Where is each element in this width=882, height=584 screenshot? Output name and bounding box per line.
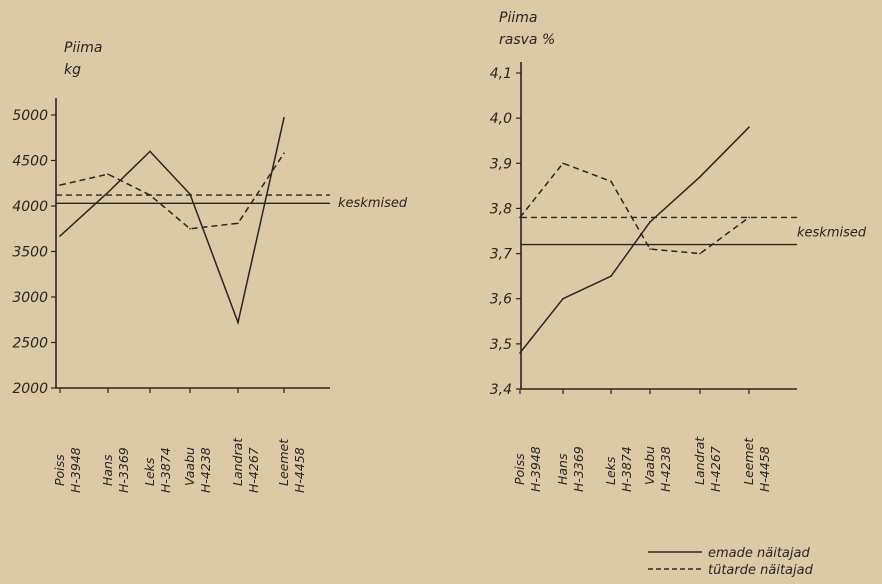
category-code: H-3874 (619, 446, 634, 492)
y-tick-label: 3,4 (490, 382, 512, 398)
y-axis-label: kg (64, 62, 81, 78)
category-name: Landrat (230, 437, 245, 486)
category-label: Leks H-3874 (142, 447, 173, 493)
series-point (59, 235, 61, 237)
category-name: Landrat (692, 436, 707, 485)
series-point (562, 297, 564, 300)
category-label: Vaabu H-4238 (642, 446, 673, 492)
series-point (107, 173, 109, 175)
category-name: Poiss (512, 453, 527, 485)
series-point (189, 227, 191, 230)
y-tick-label: 4,1 (490, 66, 512, 82)
category-name: Vaabu (182, 447, 197, 486)
category-name: Leemet (276, 438, 291, 486)
series-point (519, 216, 521, 219)
series-point (149, 194, 151, 196)
category-label: Leks H-3874 (603, 446, 634, 492)
category-label: Vaabu H-4238 (182, 447, 213, 493)
series-point (610, 275, 612, 277)
series-point (699, 176, 701, 178)
category-name: Hans (100, 454, 115, 486)
y-axis-label: Piima (64, 40, 102, 56)
category-name: Poiss (52, 454, 67, 486)
series-point (610, 180, 612, 183)
category-code: H-3369 (116, 447, 131, 493)
series-point (237, 222, 239, 225)
series-point (562, 162, 564, 165)
series-point (699, 252, 701, 255)
y-tick-label: 4500 (12, 154, 48, 170)
y-tick-label: 3,6 (490, 292, 512, 308)
category-code: H-4267 (246, 447, 261, 493)
y-tick-label: 5000 (12, 108, 48, 124)
category-name: Leemet (741, 437, 756, 485)
series-point (649, 248, 651, 250)
y-tick-label: 4000 (12, 199, 48, 215)
y-tick-label: 2500 (12, 336, 48, 352)
category-name: Leks (603, 456, 618, 485)
series-line-daughters (519, 162, 750, 255)
series-point (59, 184, 61, 186)
category-label: Poiss H-3948 (512, 446, 543, 492)
category-code: H-4238 (658, 446, 673, 492)
category-label: Leemet H-4458 (276, 438, 307, 493)
legend-label: tütarde näitajad (708, 563, 814, 578)
category-code: H-4267 (708, 446, 723, 492)
category-name: Leks (142, 457, 157, 486)
y-tick-label: 3,5 (490, 337, 512, 353)
series-point (283, 116, 285, 119)
category-code: H-3874 (158, 447, 173, 493)
series-point (649, 221, 651, 223)
average-label: keskmised (797, 226, 867, 241)
chart-milk-fat-percent: Piima rasva % 3,4 3,5 3,6 3,7 3,8 3,9 4,0 4,1 Pois… (490, 10, 867, 492)
y-tick-label: 3500 (12, 245, 48, 261)
y-tick-label: 3000 (12, 290, 48, 306)
series-line-daughters (59, 152, 285, 230)
series-point (107, 191, 109, 194)
series-point (519, 352, 521, 354)
y-tick-label: 3,9 (490, 156, 512, 172)
category-label: Poiss H-3948 (52, 447, 83, 493)
category-code: H-3948 (68, 447, 83, 493)
series-point (189, 193, 191, 195)
category-code: H-4458 (757, 446, 772, 492)
category-label: Leemet H-4458 (741, 437, 772, 492)
category-code: H-4458 (292, 447, 307, 493)
series-point (748, 126, 750, 128)
chart-milk-kg: Piima kg 2000 2500 3000 3500 4000 4500 5000 Poiss… (12, 40, 408, 493)
y-axis-label: rasva % (499, 32, 555, 48)
series-point (748, 216, 750, 219)
series-point (283, 152, 285, 155)
category-label: Landrat H-4267 (230, 437, 261, 493)
series-point (237, 321, 239, 324)
y-tick-label: 4,0 (490, 111, 512, 127)
y-tick-label: 3,8 (490, 201, 512, 217)
series-line-dams (59, 117, 285, 326)
category-label: Landrat H-4267 (692, 436, 723, 492)
category-code: H-3369 (571, 446, 586, 492)
average-label: keskmised (338, 196, 408, 211)
legend: emade näitajad tütarde näitajad (648, 546, 814, 578)
y-tick-label: 3,7 (490, 247, 512, 263)
legend-label: emade näitajad (708, 546, 810, 561)
category-code: H-4238 (198, 447, 213, 493)
series-point (149, 150, 151, 153)
category-code: H-3948 (528, 446, 543, 492)
y-axis-label: Piima (499, 10, 537, 26)
y-tick-label: 2000 (12, 381, 48, 397)
category-label: Hans H-3369 (555, 446, 586, 492)
category-name: Hans (555, 453, 570, 485)
category-name: Vaabu (642, 446, 657, 485)
category-label: Hans H-3369 (100, 447, 131, 493)
series-line-dams (519, 126, 750, 354)
